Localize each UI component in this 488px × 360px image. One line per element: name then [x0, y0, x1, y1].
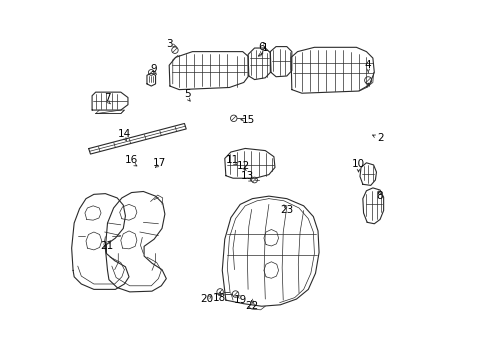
Text: 9: 9	[150, 64, 157, 74]
Text: 19: 19	[234, 295, 247, 305]
Text: 1: 1	[262, 43, 268, 53]
Text: 8: 8	[376, 191, 383, 201]
Text: 2: 2	[377, 133, 383, 143]
Text: 13: 13	[240, 171, 253, 181]
Text: 23: 23	[280, 206, 293, 216]
Text: 15: 15	[241, 115, 254, 125]
Text: 5: 5	[184, 89, 191, 99]
Text: 18: 18	[212, 293, 225, 303]
Text: 11: 11	[225, 155, 239, 165]
Text: 22: 22	[244, 301, 258, 311]
Text: 17: 17	[152, 158, 165, 168]
Text: 4: 4	[364, 60, 371, 70]
Text: 7: 7	[104, 93, 111, 103]
Text: 6: 6	[258, 42, 264, 51]
Text: 20: 20	[200, 294, 213, 304]
Text: 16: 16	[124, 155, 138, 165]
Text: 3: 3	[165, 39, 172, 49]
Text: 21: 21	[100, 241, 113, 251]
Text: 10: 10	[351, 159, 365, 169]
Text: 12: 12	[237, 161, 250, 171]
Text: 14: 14	[118, 129, 131, 139]
